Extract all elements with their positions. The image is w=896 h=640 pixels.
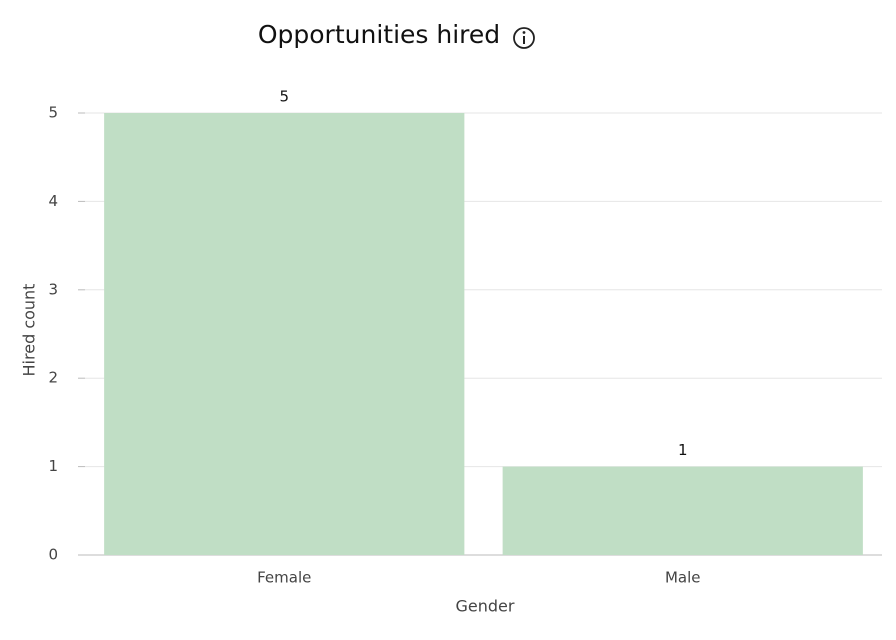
y-tick-label: 4 (48, 192, 58, 210)
value-label: 5 (279, 88, 289, 106)
y-tick-label: 2 (48, 369, 58, 387)
x-axis-title: Gender (456, 597, 515, 616)
y-axis-title: Hired count (20, 284, 39, 377)
bar (502, 466, 863, 555)
chart-title: Opportunities hired (258, 20, 500, 49)
bar (104, 113, 465, 555)
x-tick-label: Female (257, 569, 311, 587)
value-label: 1 (678, 441, 688, 459)
y-tick-label: 1 (48, 457, 58, 475)
y-tick-label: 0 (48, 546, 58, 564)
info-icon[interactable] (513, 27, 535, 49)
y-tick-label: 5 (48, 104, 58, 122)
x-tick-label: Male (665, 569, 701, 587)
y-tick-label: 3 (48, 280, 58, 298)
